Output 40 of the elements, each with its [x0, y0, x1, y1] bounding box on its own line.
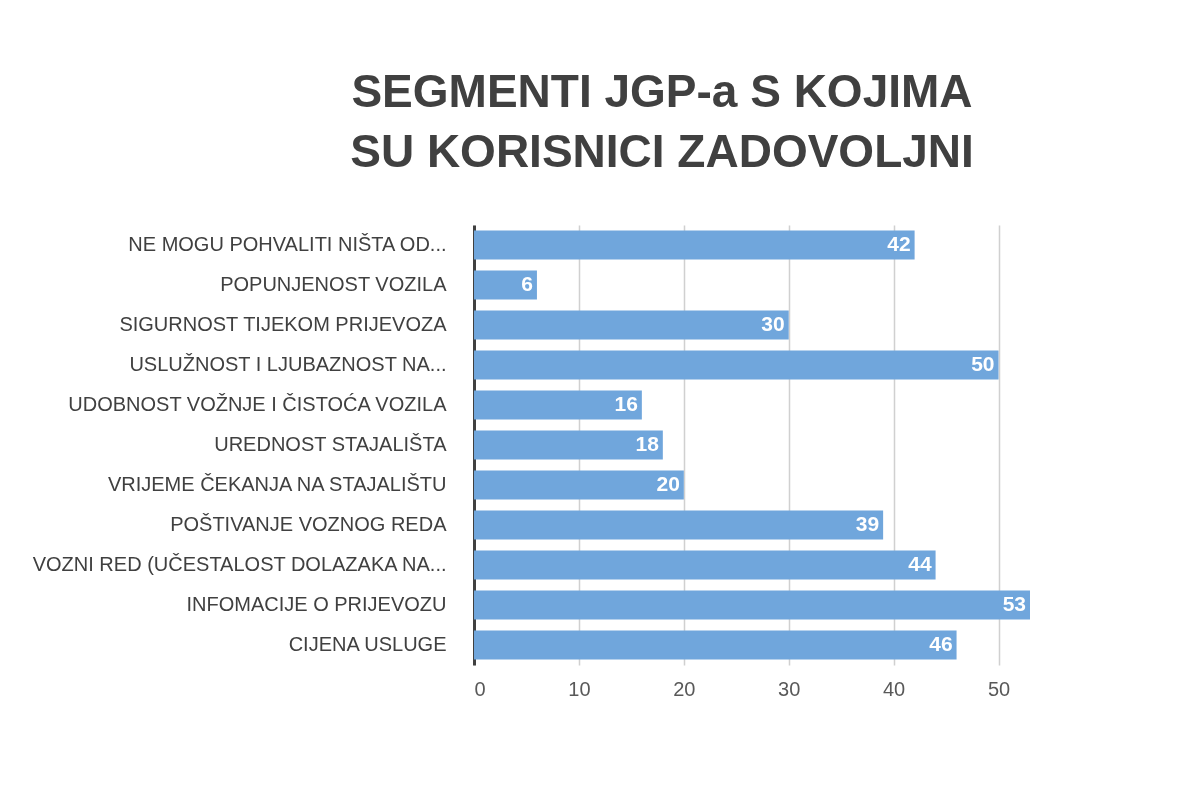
chart-title: SEGMENTI JGP-a S KOJIMA SU KORISNICI ZADOVOLJNI [350, 65, 974, 177]
y-tick-label: UDOBNOST VOŽNJE I ČISTOĆA VOZILA [68, 393, 448, 415]
bar [474, 470, 684, 500]
bar [474, 510, 884, 540]
y-tick-label: POŠTIVANJE VOZNOG REDA [170, 513, 448, 535]
bar [474, 630, 957, 660]
x-tick-label: 30 [778, 677, 801, 700]
data-label: 46 [929, 632, 953, 655]
y-tick-label: SIGURNOST TIJEKOM PRIJEVOZA [119, 313, 448, 335]
data-label: 16 [614, 392, 638, 415]
data-label: 44 [908, 552, 932, 575]
y-tick-label: UREDNOST STAJALIŠTA [214, 433, 448, 455]
data-label: 39 [855, 512, 880, 535]
bar [474, 390, 642, 420]
bar [474, 550, 936, 580]
x-tick-label: 50 [987, 677, 1011, 700]
y-tick-label: USLUŽNOST I LJUBAZNOST NA... [129, 353, 447, 375]
data-label: 6 [521, 272, 533, 295]
y-tick-label: NE MOGU POHVALITI NIŠTA OD... [128, 233, 447, 255]
y-tick-label: POPUNJENOST VOZILA [220, 273, 448, 295]
bar [474, 430, 663, 460]
bar [474, 230, 915, 260]
bar [474, 350, 999, 380]
x-tick-label: 40 [883, 677, 906, 700]
y-tick-label: VRIJEME ČEKANJA NA STAJALIŠTU [107, 473, 447, 495]
data-label: 20 [656, 472, 680, 495]
bar [474, 270, 537, 300]
x-tick-label: 10 [568, 677, 591, 700]
y-tick-label: VOZNI RED (UČESTALOST DOLAZAKA NA... [32, 553, 447, 575]
bar [474, 310, 789, 340]
data-label: 30 [761, 312, 785, 335]
y-tick-label: INFOMACIJE O PRIJEVOZU [186, 593, 447, 615]
data-label: 50 [971, 352, 995, 375]
data-label: 18 [635, 432, 660, 455]
x-tick-label: 0 [474, 677, 486, 700]
bar [474, 590, 1030, 620]
x-tick-label: 20 [673, 677, 696, 700]
data-label: 42 [887, 232, 911, 255]
data-label: 53 [1002, 592, 1026, 615]
y-tick-label: CIJENA USLUGE [288, 633, 447, 655]
